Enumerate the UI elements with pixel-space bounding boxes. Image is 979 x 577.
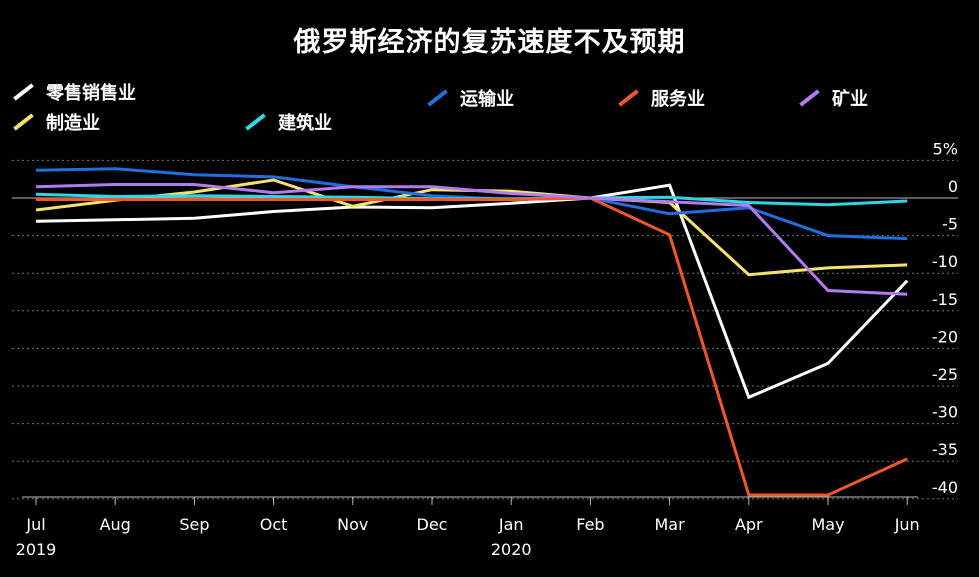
x-tick-label-feb: Feb [576, 515, 604, 534]
axis-layer: 5% 0 -5 -10 -15 -20 -25 -30 -35 -40 Jul Aug Sep Oct No… [16, 139, 958, 559]
y-tick-label-neg5: -5 [942, 215, 958, 234]
legend-item-transport: 运输业 [427, 86, 514, 110]
y-tick-label-neg25: -25 [932, 365, 958, 384]
legend-label-construction: 建筑业 [278, 113, 332, 134]
chart-title: 俄罗斯经济的复苏速度不及预期 [293, 27, 686, 58]
legend-label-transport: 运输业 [460, 89, 514, 110]
legend-label-mining: 矿业 [832, 89, 868, 110]
x-tick-label-jan: Jan [498, 515, 524, 534]
x-tick-label-sep: Sep [179, 515, 209, 534]
legend-item-manufacturing: 制造业 [13, 110, 100, 134]
x-tick-label-oct: Oct [260, 515, 288, 534]
x-tick-label-may: May [811, 515, 844, 534]
legend-item-construction: 建筑业 [245, 110, 332, 134]
legend-item-mining: 矿业 [799, 86, 868, 110]
x-year-label-2020: 2020 [491, 540, 532, 559]
x-year-label-2019: 2019 [16, 540, 57, 559]
x-tick-label-dec: Dec [417, 515, 448, 534]
legend-label-retail: 零售销售业 [46, 83, 136, 104]
y-tick-label-neg35: -35 [932, 440, 958, 459]
x-tick-label-jun: Jun [894, 515, 920, 534]
y-tick-label-neg30: -30 [932, 403, 958, 422]
y-tick-label-neg15: -15 [932, 290, 958, 309]
x-tick-label-nov: Nov [337, 515, 368, 534]
legend-label-manufacturing: 制造业 [46, 113, 100, 134]
x-tick-label-apr: Apr [735, 515, 763, 534]
grid-layer [12, 159, 958, 500]
series-line-mining [35, 183, 908, 296]
legend-label-services: 服务业 [651, 89, 705, 110]
x-tick-label-mar: Mar [655, 515, 686, 534]
series-line-services [36, 196, 908, 497]
series-line-retail [35, 183, 909, 400]
legend-item-retail: 零售销售业 [13, 80, 136, 104]
series-line-manufacturing [35, 178, 908, 277]
legend-item-services: 服务业 [618, 86, 705, 110]
y-tick-label-neg10: -10 [932, 252, 958, 271]
x-tick-label-aug: Aug [100, 515, 131, 534]
series-layer [35, 167, 909, 497]
x-tick-label-jul: Jul [25, 515, 45, 534]
y-tick-label-neg40: -40 [932, 478, 958, 497]
y-tick-label-5: 5% [933, 139, 958, 158]
y-tick-label-0: 0 [948, 177, 958, 196]
y-tick-label-neg20: -20 [932, 327, 958, 346]
